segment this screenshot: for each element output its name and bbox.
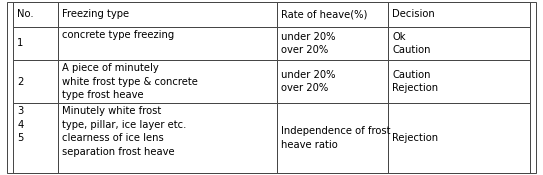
Bar [277,103,388,173]
Text: Ok
Caution: Ok Caution [393,32,431,55]
Text: Decision: Decision [393,9,435,19]
Text: Rejection: Rejection [393,133,439,143]
Text: under 20%
over 20%: under 20% over 20% [281,32,336,55]
Bar [58,103,277,173]
Text: 3
4
5: 3 4 5 [17,106,23,144]
Text: Freezing type: Freezing type [62,9,129,19]
Text: Rate of heave(%): Rate of heave(%) [281,9,368,19]
Text: Minutely white frost
type, pillar, ice layer etc.
clearness of ice lens
separati: Minutely white frost type, pillar, ice l… [62,106,187,157]
Bar [388,60,530,103]
Bar [388,2,530,27]
Bar [58,2,277,27]
Bar [13,27,58,60]
Bar [13,60,58,103]
Text: A piece of minutely
white frost type & concrete
type frost heave: A piece of minutely white frost type & c… [62,63,198,100]
Bar [388,27,530,60]
Bar [277,60,388,103]
Text: 2: 2 [17,76,23,86]
Bar [13,103,58,173]
Bar [388,103,530,173]
Text: Caution
Rejection: Caution Rejection [393,70,439,93]
Text: No.: No. [17,9,34,19]
Bar [58,27,277,60]
Bar [277,2,388,27]
Text: Independence of frost
heave ratio: Independence of frost heave ratio [281,126,390,150]
Text: concrete type freezing: concrete type freezing [62,30,174,40]
Text: 1: 1 [17,38,23,48]
Bar [13,2,58,27]
Text: under 20%
over 20%: under 20% over 20% [281,70,336,93]
Bar [277,27,388,60]
Bar [58,60,277,103]
